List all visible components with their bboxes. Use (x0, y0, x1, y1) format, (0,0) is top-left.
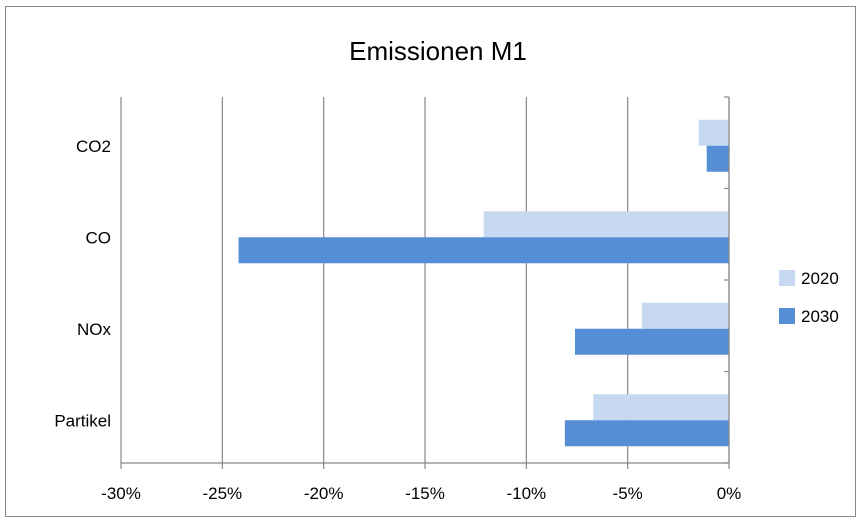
x-tick-label: -15% (405, 484, 445, 503)
y-tick-label: Partikel (54, 411, 111, 430)
y-tick-label: NOx (77, 320, 112, 339)
x-tick-label: -25% (202, 484, 242, 503)
bar-co2-2020 (698, 119, 729, 146)
bar-co-2030 (238, 237, 729, 264)
x-tick-label: -30% (101, 484, 141, 503)
bar-partikel-2030 (564, 420, 729, 447)
chart-title: Emissionen M1 (349, 36, 527, 66)
x-tick-label: -20% (304, 484, 344, 503)
x-tick-labels: -30% -25% -20% -15% -10% -5% 0% (101, 484, 741, 503)
y-tick-labels: CO2 CO NOx Partikel (54, 137, 111, 431)
bar-co2-2030 (706, 145, 729, 172)
x-tick-label: -10% (506, 484, 546, 503)
axes (120, 96, 730, 469)
bar-partikel-2020 (593, 394, 729, 421)
bar-nox-2030 (574, 328, 729, 355)
legend-swatch-2020 (779, 270, 795, 286)
legend-label-2020: 2020 (801, 269, 839, 288)
bar-co-2020 (483, 211, 729, 238)
y-tick-label: CO (86, 228, 112, 247)
legend-label-2030: 2030 (801, 307, 839, 326)
y-tick-label: CO2 (76, 137, 111, 156)
bar-nox-2020 (641, 302, 729, 329)
x-tick-label: -5% (613, 484, 643, 503)
legend: 2020 2030 (779, 269, 839, 326)
x-tick-label: 0% (717, 484, 742, 503)
bars (238, 119, 729, 447)
legend-swatch-2030 (779, 308, 795, 324)
